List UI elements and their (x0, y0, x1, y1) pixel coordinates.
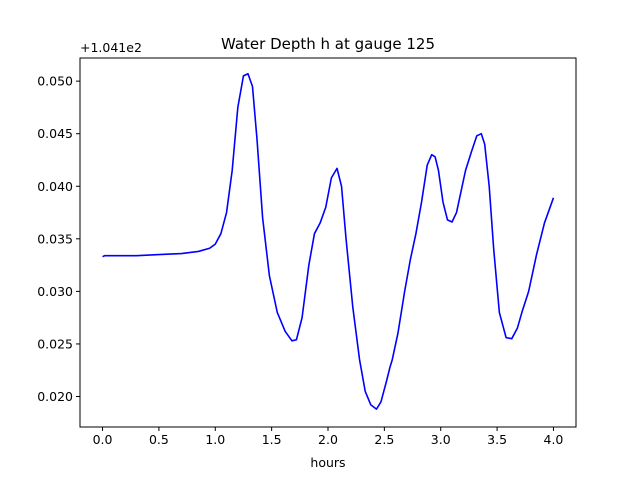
x-tick-label: 4.0 (544, 432, 564, 447)
x-tick-label: 2.0 (318, 432, 338, 447)
y-tick-label: 0.025 (37, 336, 73, 351)
y-offset-label: +1.041e2 (80, 40, 142, 55)
x-tick-label: 0.0 (93, 432, 113, 447)
y-tick-label: 0.045 (37, 126, 73, 141)
y-tick-label: 0.030 (37, 284, 73, 299)
series-line-0 (102, 72, 555, 410)
x-axis-label: hours (310, 455, 345, 470)
x-tick-label: 0.5 (149, 432, 169, 447)
x-tick-label: 1.0 (205, 432, 225, 447)
y-tick-label: 0.040 (37, 179, 73, 194)
x-tick-label: 3.0 (431, 432, 451, 447)
x-tick-label: 2.5 (374, 432, 394, 447)
y-tick-label: 0.050 (37, 74, 73, 89)
y-tick-label: 0.020 (37, 389, 73, 404)
y-tick-label: 0.035 (37, 231, 73, 246)
x-tick-label: 1.5 (262, 432, 282, 447)
chart-title: Water Depth h at gauge 125 (221, 35, 435, 53)
plot-area: 0.0 0.5 1.0 1.5 2.0 2.5 3.0 3.5 4.0 0.020 0.025 0.0… (37, 57, 577, 447)
x-tick-label: 3.5 (487, 432, 507, 447)
